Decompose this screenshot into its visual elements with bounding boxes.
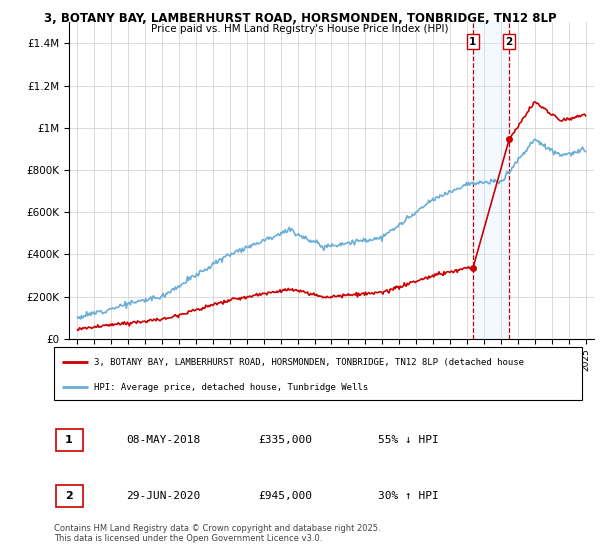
Text: Price paid vs. HM Land Registry's House Price Index (HPI): Price paid vs. HM Land Registry's House …	[151, 24, 449, 34]
Bar	[473, 22, 509, 339]
Text: 2: 2	[506, 36, 513, 46]
Text: 29-JUN-2020: 29-JUN-2020	[126, 491, 200, 501]
Text: HPI: Average price, detached house, Tunbridge Wells: HPI: Average price, detached house, Tunb…	[94, 382, 368, 391]
Text: 3, BOTANY BAY, LAMBERHURST ROAD, HORSMONDEN, TONBRIDGE, TN12 8LP: 3, BOTANY BAY, LAMBERHURST ROAD, HORSMON…	[44, 12, 556, 25]
Text: £945,000: £945,000	[258, 491, 312, 501]
FancyBboxPatch shape	[56, 484, 83, 507]
Text: 30% ↑ HPI: 30% ↑ HPI	[378, 491, 439, 501]
Text: 1: 1	[469, 36, 476, 46]
Text: Contains HM Land Registry data © Crown copyright and database right 2025.
This d: Contains HM Land Registry data © Crown c…	[54, 524, 380, 543]
Text: 3, BOTANY BAY, LAMBERHURST ROAD, HORSMONDEN, TONBRIDGE, TN12 8LP (detached house: 3, BOTANY BAY, LAMBERHURST ROAD, HORSMON…	[94, 358, 524, 367]
Text: £335,000: £335,000	[258, 435, 312, 445]
FancyBboxPatch shape	[56, 428, 83, 451]
Text: 55% ↓ HPI: 55% ↓ HPI	[378, 435, 439, 445]
Text: 08-MAY-2018: 08-MAY-2018	[126, 435, 200, 445]
Text: 1: 1	[65, 435, 73, 445]
FancyBboxPatch shape	[54, 347, 582, 400]
Text: 2: 2	[65, 491, 73, 501]
